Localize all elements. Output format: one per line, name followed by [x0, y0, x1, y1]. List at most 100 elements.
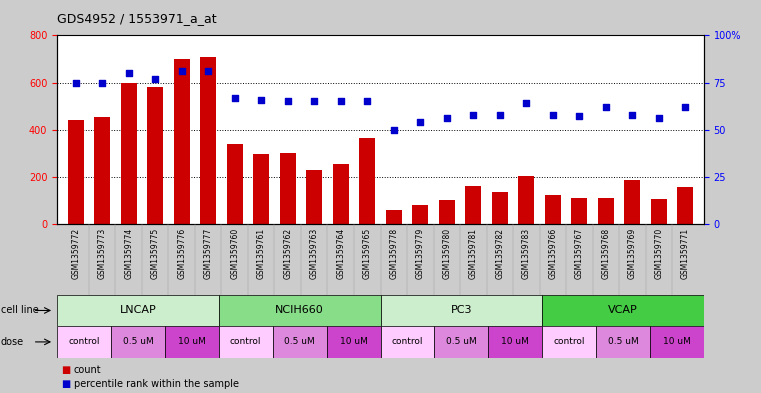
Point	[69, 79, 81, 86]
Text: GSM1359777: GSM1359777	[204, 228, 212, 279]
Text: GSM1359776: GSM1359776	[177, 228, 186, 279]
Text: GSM1359781: GSM1359781	[469, 228, 478, 279]
Text: GSM1359765: GSM1359765	[363, 228, 371, 279]
Text: GSM1359778: GSM1359778	[390, 228, 398, 279]
Point	[335, 98, 347, 105]
Text: NCIH660: NCIH660	[275, 305, 324, 316]
Text: 10 uM: 10 uM	[339, 338, 368, 346]
Point	[521, 100, 533, 107]
Bar	[492, 192, 508, 224]
Bar	[386, 210, 402, 224]
Text: GSM1359768: GSM1359768	[601, 228, 610, 279]
Point	[361, 98, 374, 105]
Bar	[174, 59, 189, 224]
Text: ■: ■	[61, 365, 70, 375]
Text: VCAP: VCAP	[608, 305, 638, 316]
Bar	[465, 186, 481, 224]
Text: cell line: cell line	[1, 305, 39, 316]
Text: GSM1359769: GSM1359769	[628, 228, 637, 279]
Bar	[57, 326, 111, 358]
Bar	[219, 295, 380, 326]
Text: control: control	[553, 338, 585, 346]
Text: GSM1359762: GSM1359762	[283, 228, 292, 279]
Bar	[380, 295, 542, 326]
Bar	[326, 326, 380, 358]
Text: control: control	[230, 338, 262, 346]
Bar	[200, 57, 216, 224]
Text: GSM1359770: GSM1359770	[654, 228, 664, 279]
Bar	[543, 295, 704, 326]
Text: GSM1359767: GSM1359767	[575, 228, 584, 279]
Text: count: count	[74, 365, 101, 375]
Bar	[596, 326, 650, 358]
Point	[494, 112, 506, 118]
Text: 0.5 uM: 0.5 uM	[285, 338, 315, 346]
Text: GSM1359774: GSM1359774	[124, 228, 133, 279]
Point	[228, 94, 240, 101]
Bar	[306, 170, 322, 224]
Text: 10 uM: 10 uM	[501, 338, 529, 346]
Bar	[165, 326, 219, 358]
Point	[600, 104, 612, 110]
Text: GSM1359773: GSM1359773	[97, 228, 107, 279]
Text: GSM1359772: GSM1359772	[71, 228, 80, 279]
Bar	[624, 180, 640, 224]
Bar	[57, 295, 219, 326]
Bar	[272, 326, 326, 358]
Text: GSM1359780: GSM1359780	[442, 228, 451, 279]
Point	[202, 68, 215, 74]
Text: percentile rank within the sample: percentile rank within the sample	[74, 379, 239, 389]
Bar	[677, 187, 693, 224]
Bar	[333, 164, 349, 224]
Text: GSM1359771: GSM1359771	[681, 228, 690, 279]
Text: LNCAP: LNCAP	[119, 305, 156, 316]
Text: GSM1359760: GSM1359760	[230, 228, 239, 279]
Bar	[94, 117, 110, 224]
Text: 0.5 uM: 0.5 uM	[446, 338, 476, 346]
Bar	[543, 326, 596, 358]
Bar	[598, 198, 614, 224]
Bar	[359, 138, 375, 224]
Text: dose: dose	[1, 337, 24, 347]
Point	[573, 113, 585, 119]
Point	[308, 98, 320, 105]
Text: GSM1359766: GSM1359766	[549, 228, 557, 279]
Bar	[489, 326, 542, 358]
Text: GSM1359761: GSM1359761	[256, 228, 266, 279]
Point	[441, 115, 453, 121]
Text: control: control	[68, 338, 100, 346]
Point	[255, 96, 267, 103]
Text: 10 uM: 10 uM	[178, 338, 205, 346]
Point	[387, 127, 400, 133]
Bar	[121, 83, 137, 224]
Point	[149, 75, 161, 82]
Point	[282, 98, 294, 105]
Text: 0.5 uM: 0.5 uM	[123, 338, 153, 346]
Text: GSM1359764: GSM1359764	[336, 228, 345, 279]
Point	[653, 115, 665, 121]
Text: ■: ■	[61, 379, 70, 389]
Bar	[545, 195, 561, 224]
Bar	[227, 144, 243, 224]
Text: GSM1359783: GSM1359783	[522, 228, 531, 279]
Bar	[147, 87, 163, 224]
Point	[626, 112, 638, 118]
Text: GSM1359782: GSM1359782	[495, 228, 505, 279]
Bar	[111, 326, 165, 358]
Point	[123, 70, 135, 76]
Bar	[572, 198, 587, 224]
Text: 10 uM: 10 uM	[663, 338, 691, 346]
Bar	[219, 326, 272, 358]
Bar	[280, 153, 296, 224]
Bar	[380, 326, 435, 358]
Text: GSM1359763: GSM1359763	[310, 228, 319, 279]
Point	[176, 68, 188, 74]
Bar	[651, 199, 667, 224]
Bar	[68, 120, 84, 224]
Bar	[435, 326, 489, 358]
Text: GSM1359775: GSM1359775	[151, 228, 160, 279]
Bar	[439, 200, 455, 224]
Text: PC3: PC3	[451, 305, 472, 316]
Text: 0.5 uM: 0.5 uM	[608, 338, 638, 346]
Point	[680, 104, 692, 110]
